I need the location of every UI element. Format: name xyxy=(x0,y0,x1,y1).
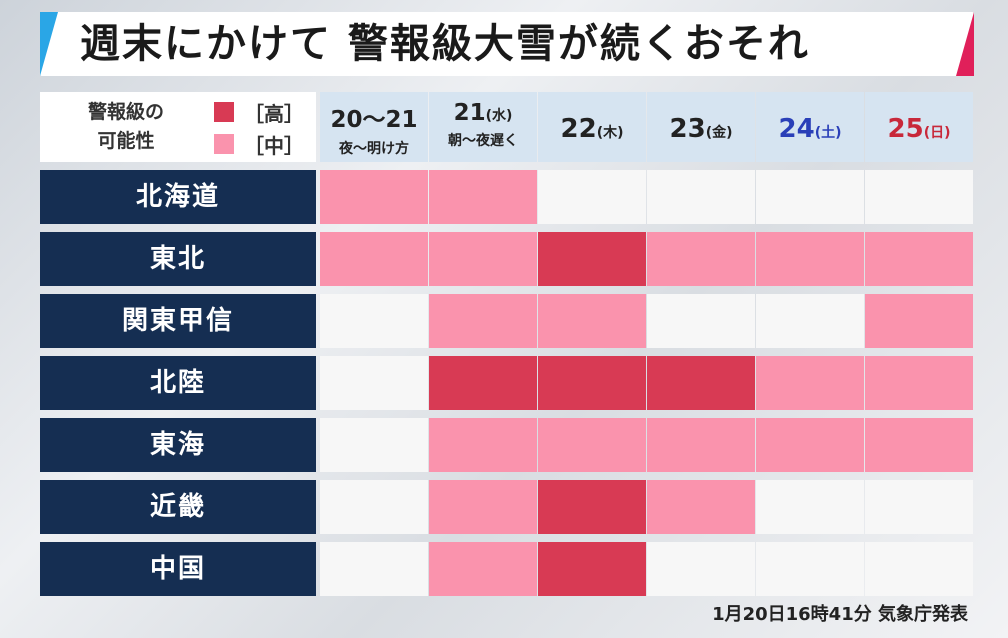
legend-label: 警報級の 可能性 xyxy=(76,98,176,156)
forecast-cell-none xyxy=(320,542,428,596)
day-header: 20～21 夜～明け方 xyxy=(320,92,428,162)
forecast-cell-none xyxy=(756,294,864,348)
day-number: 23 xyxy=(669,114,706,144)
region-label: 北海道 xyxy=(40,170,316,224)
day-header: 22(木) xyxy=(538,92,646,162)
day-date: 21(水) xyxy=(429,100,537,126)
day-period: 朝～夜遅く xyxy=(448,133,518,149)
day-number: 20～21 xyxy=(330,107,418,133)
forecast-cell-none xyxy=(647,294,755,348)
forecast-cell-none xyxy=(538,170,646,224)
forecast-cell-high xyxy=(647,356,755,410)
day-date: 20～21 xyxy=(320,100,428,134)
day-date: 24(土) xyxy=(756,114,864,144)
forecast-cell-none xyxy=(320,294,428,348)
forecast-cell-none xyxy=(865,480,973,534)
forecast-cell-medium xyxy=(429,542,537,596)
legend-level-medium: ［中］ xyxy=(244,134,304,158)
day-number: 24 xyxy=(778,114,815,144)
forecast-cell-none xyxy=(320,418,428,472)
forecast-cell-medium xyxy=(865,356,973,410)
day-header: 21(水) 朝～夜遅く xyxy=(429,92,537,162)
forecast-cell-high xyxy=(538,542,646,596)
title-bar: 週末にかけて 警報級大雪が続くおそれ xyxy=(40,12,974,76)
forecast-cell-medium xyxy=(647,418,755,472)
region-label: 中国 xyxy=(40,542,316,596)
legend-swatch-medium xyxy=(214,134,234,154)
issued-credit: 1月20日16時41分 気象庁発表 xyxy=(712,604,968,625)
forecast-cell-medium xyxy=(538,294,646,348)
day-date: 22(木) xyxy=(538,114,646,144)
day-number: 22 xyxy=(560,114,597,144)
day-date: 25(日) xyxy=(865,114,973,144)
day-header: 25(日) xyxy=(865,92,973,162)
forecast-cell-medium xyxy=(320,232,428,286)
legend-swatch-high xyxy=(214,102,234,122)
day-number: 25 xyxy=(887,114,924,144)
forecast-cell-none xyxy=(320,356,428,410)
day-weekday: (木) xyxy=(596,125,624,141)
forecast-cell-high xyxy=(538,356,646,410)
legend: 警報級の 可能性 ［高］ ［中］ xyxy=(40,92,316,162)
forecast-cell-medium xyxy=(320,170,428,224)
forecast-cell-high xyxy=(538,480,646,534)
day-period: 夜～明け方 xyxy=(339,141,409,157)
forecast-cell-medium xyxy=(756,356,864,410)
forecast-cell-medium xyxy=(647,480,755,534)
day-weekday: (金) xyxy=(705,125,733,141)
legend-level-high: ［高］ xyxy=(244,102,304,126)
forecast-cell-none xyxy=(756,170,864,224)
forecast-cell-medium xyxy=(865,232,973,286)
forecast-cell-medium xyxy=(865,418,973,472)
region-label: 北陸 xyxy=(40,356,316,410)
forecast-cell-medium xyxy=(429,480,537,534)
day-date: 23(金) xyxy=(647,114,755,144)
region-label: 近畿 xyxy=(40,480,316,534)
region-label: 関東甲信 xyxy=(40,294,316,348)
day-header: 23(金) xyxy=(647,92,755,162)
forecast-cell-none xyxy=(865,542,973,596)
forecast-cell-medium xyxy=(865,294,973,348)
page-title: 週末にかけて 警報級大雪が続くおそれ xyxy=(80,21,810,67)
region-label: 東海 xyxy=(40,418,316,472)
forecast-cell-none xyxy=(865,170,973,224)
forecast-cell-none xyxy=(647,542,755,596)
forecast-cell-medium xyxy=(756,232,864,286)
forecast-cell-medium xyxy=(429,294,537,348)
legend-label-line2: 可能性 xyxy=(97,130,155,152)
day-number: 21 xyxy=(453,100,486,126)
legend-label-line1: 警報級の xyxy=(87,101,164,123)
forecast-cell-medium xyxy=(429,418,537,472)
forecast-cell-medium xyxy=(429,232,537,286)
forecast-cell-high xyxy=(538,232,646,286)
day-weekday: (水) xyxy=(485,108,513,124)
title-left-accent xyxy=(40,12,58,76)
forecast-cell-none xyxy=(320,480,428,534)
day-header: 24(土) xyxy=(756,92,864,162)
forecast-cell-none xyxy=(756,480,864,534)
day-weekday: (日) xyxy=(923,125,951,141)
forecast-cell-medium xyxy=(756,418,864,472)
forecast-cell-high xyxy=(429,356,537,410)
title-right-accent xyxy=(956,12,974,76)
forecast-cell-medium xyxy=(538,418,646,472)
forecast-cell-none xyxy=(756,542,864,596)
forecast-cell-none xyxy=(647,170,755,224)
forecast-cell-medium xyxy=(647,232,755,286)
forecast-cell-medium xyxy=(429,170,537,224)
region-label: 東北 xyxy=(40,232,316,286)
day-weekday: (土) xyxy=(814,125,842,141)
